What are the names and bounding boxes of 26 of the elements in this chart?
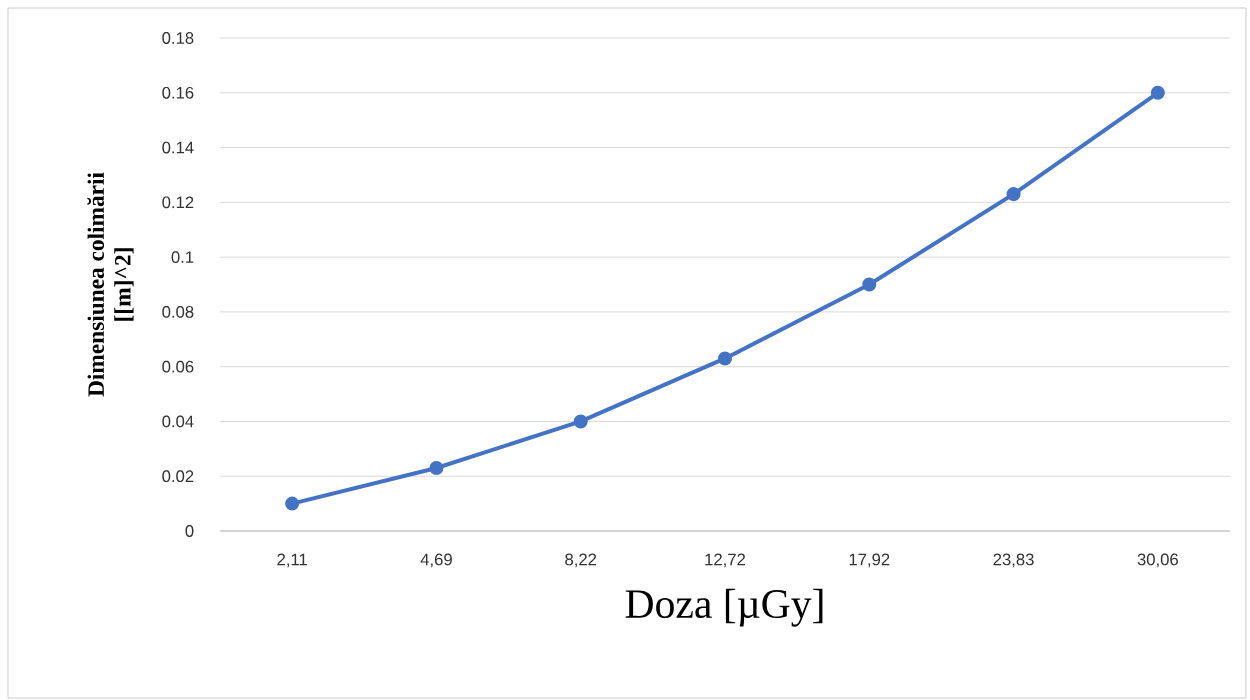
y-tick-label: 0.08	[162, 306, 194, 318]
y-tick-label: 0	[185, 525, 194, 537]
x-tick-label: 4,69	[420, 553, 452, 568]
y-tick-label: 0.16	[162, 86, 194, 99]
x-tick-label: 17,92	[849, 553, 890, 568]
point	[573, 414, 588, 429]
y-tick-label: 0.12	[162, 196, 194, 209]
x-tick-label: 2,11	[277, 553, 307, 568]
x-tick-label: 30,06	[1137, 553, 1178, 568]
y-tick-label: 0.02	[162, 470, 194, 483]
x-tick-label: 8,22	[565, 553, 597, 568]
point	[285, 496, 300, 511]
x-axis-title: Doza [µGy]	[625, 588, 823, 627]
x-tick-label: 23,83	[993, 553, 1034, 568]
y-tick-label: 0.1	[171, 251, 194, 264]
point	[1150, 85, 1165, 100]
x-tick-label: 12,72	[705, 553, 746, 568]
y-axis-title: Dimensiunea colimării [[m]^2]	[87, 172, 134, 397]
y-tick-label: 0.06	[162, 360, 194, 373]
y-tick-label: 0.04	[162, 415, 194, 428]
y-tick-label: 0.18	[162, 32, 194, 44]
point	[718, 351, 732, 366]
point	[862, 277, 877, 292]
point	[429, 461, 444, 476]
point	[1006, 187, 1021, 202]
y-tick-label: 0.14	[162, 141, 194, 154]
